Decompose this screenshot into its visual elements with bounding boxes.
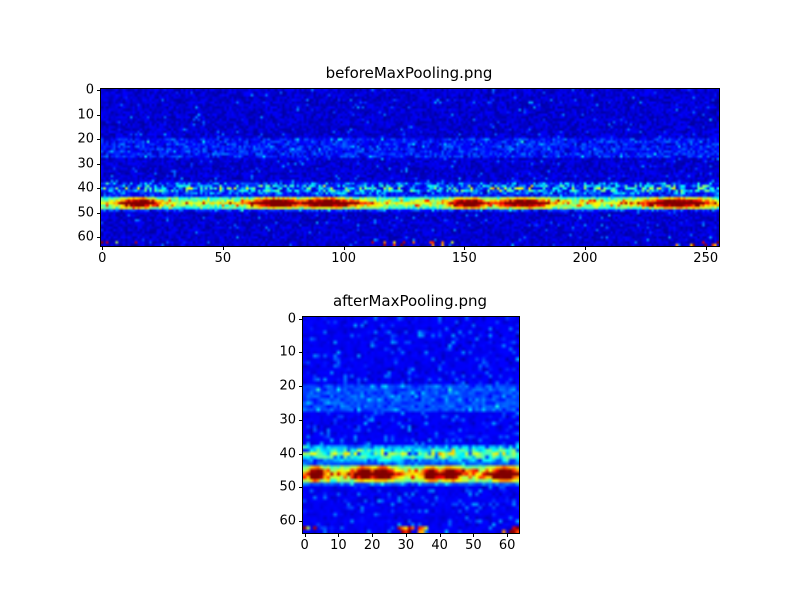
y-tick-mark (97, 114, 101, 116)
y-tick-mark (97, 237, 101, 239)
x-tick-mark (585, 246, 587, 250)
after-maxpooling-heatmap (303, 317, 519, 533)
x-tick-mark (222, 246, 224, 250)
y-tick-label: 0 (85, 82, 94, 98)
x-tick-mark (507, 533, 509, 537)
y-tick-label: 0 (287, 311, 296, 327)
before-maxpooling-title: beforeMaxPooling.png (325, 64, 493, 82)
x-tick-label: 250 (693, 251, 719, 266)
y-tick-mark (97, 163, 101, 165)
y-tick-label: 60 (279, 513, 296, 529)
after-maxpooling-title: afterMaxPooling.png (332, 292, 488, 310)
x-tick-mark (102, 246, 104, 250)
y-tick-label: 30 (77, 156, 94, 172)
before-maxpooling-heatmap (101, 89, 719, 246)
x-tick-label: 30 (397, 538, 415, 553)
x-tick-mark (439, 533, 441, 537)
y-tick-label: 30 (279, 412, 296, 428)
x-tick-mark (304, 533, 306, 537)
y-tick-mark (97, 212, 101, 214)
y-tick-mark (299, 487, 303, 489)
x-tick-mark (705, 246, 707, 250)
y-tick-mark (299, 352, 303, 354)
x-tick-label: 200 (572, 251, 598, 266)
y-tick-label: 10 (279, 344, 296, 360)
y-tick-mark (299, 318, 303, 320)
y-tick-label: 60 (77, 229, 94, 245)
x-tick-label: 40 (431, 538, 448, 553)
x-tick-label: 0 (98, 251, 107, 266)
y-tick-label: 10 (77, 107, 94, 123)
y-tick-mark (97, 90, 101, 92)
y-tick-mark (299, 419, 303, 421)
after-maxpooling-plot-area: 0 10 20 30 40 50 60 0 10 20 30 40 50 60 (279, 311, 520, 553)
y-tick-label: 50 (279, 479, 296, 495)
x-tick-mark (473, 533, 475, 537)
y-tick-mark (299, 521, 303, 523)
x-tick-mark (405, 533, 407, 537)
x-tick-mark (372, 533, 374, 537)
y-tick-mark (299, 453, 303, 455)
before-maxpooling-plot-area: 0 50 100 150 200 250 0 10 20 30 40 50 60 (77, 83, 720, 266)
x-tick-label: 100 (331, 251, 357, 266)
y-tick-label: 50 (77, 205, 94, 221)
x-tick-label: 10 (330, 538, 347, 553)
x-tick-label: 50 (465, 538, 482, 553)
y-tick-label: 40 (279, 446, 296, 462)
y-tick-mark (97, 188, 101, 190)
x-tick-label: 20 (363, 538, 381, 553)
x-tick-mark (338, 533, 340, 537)
x-tick-mark (464, 246, 466, 250)
x-tick-label: 50 (214, 251, 232, 266)
x-tick-mark (343, 246, 345, 250)
y-tick-label: 20 (279, 378, 296, 394)
y-tick-label: 20 (77, 131, 94, 147)
y-tick-mark (97, 139, 101, 141)
x-tick-label: 60 (498, 538, 516, 553)
y-tick-label: 40 (77, 180, 94, 196)
x-tick-label: 0 (300, 538, 309, 553)
y-tick-mark (299, 386, 303, 388)
x-tick-label: 150 (451, 251, 477, 266)
